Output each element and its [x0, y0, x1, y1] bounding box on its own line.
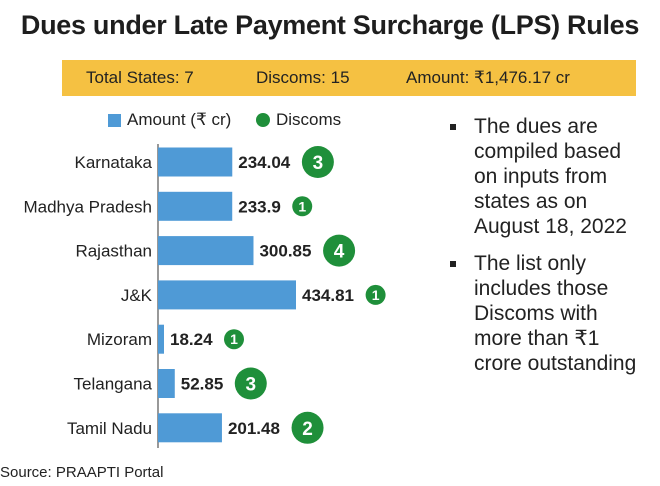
- discom-count-label: 1: [230, 331, 238, 347]
- value-label: 201.48: [228, 419, 280, 438]
- discom-count-label: 4: [334, 242, 345, 263]
- legend-amount-swatch: [108, 113, 121, 127]
- amount-bar: [158, 236, 254, 266]
- legend-amount-label: Amount (₹ cr): [127, 110, 232, 129]
- amount-bar: [158, 369, 175, 398]
- amount-bar: [158, 280, 296, 310]
- discom-circle: [301, 146, 334, 178]
- discom-count-label: 1: [372, 287, 380, 303]
- discom-circle: [224, 329, 244, 350]
- amount-bar: [158, 413, 222, 443]
- discom-circle: [323, 234, 356, 267]
- discom-circle: [234, 367, 267, 400]
- legend-discoms: Discoms: [256, 110, 341, 130]
- discom-count-label: 3: [245, 375, 256, 396]
- bullet-icon: [450, 261, 456, 267]
- category-label: Karnataka: [75, 153, 153, 172]
- amount-bar: [158, 191, 233, 221]
- category-label: Tamil Nadu: [67, 419, 152, 438]
- summary-discoms: Discoms: 15: [256, 68, 350, 87]
- category-label: J&K: [121, 286, 153, 305]
- chart-title: Dues under Late Payment Surcharge (LPS) …: [20, 10, 640, 40]
- value-label: 234.04: [238, 153, 291, 172]
- source-note: Source: PRAAPTI Portal: [0, 464, 164, 481]
- note-2-text: The list only includes those Discoms wit…: [474, 252, 637, 375]
- legend-amount: Amount (₹ cr): [108, 110, 231, 130]
- value-label: 434.81: [302, 286, 354, 305]
- legend-discoms-swatch: [256, 113, 270, 127]
- summary-amount: Amount: ₹1,476.17 cr: [406, 68, 570, 87]
- amount-bar: [158, 324, 164, 354]
- discom-count-label: 3: [313, 153, 324, 174]
- discom-count-label: 1: [298, 198, 306, 214]
- notes: The dues are compiled based on inputs fr…: [446, 114, 646, 388]
- discom-circle: [291, 411, 324, 444]
- discom-circle: [365, 284, 386, 305]
- discom-count-label: 2: [302, 419, 313, 440]
- value-label: 52.85: [181, 375, 224, 394]
- value-label: 300.85: [259, 242, 311, 261]
- amount-bar: [158, 147, 233, 177]
- discom-circle: [292, 196, 313, 217]
- legend-discoms-label: Discoms: [276, 110, 342, 129]
- category-label: Telangana: [74, 375, 153, 394]
- category-label: Mizoram: [87, 330, 152, 349]
- note-2: The list only includes those Discoms wit…: [446, 251, 646, 376]
- summary-states: Total States: 7: [86, 68, 194, 87]
- category-label: Rajasthan: [75, 242, 152, 261]
- bullet-icon: [450, 124, 456, 130]
- note-1: The dues are compiled based on inputs fr…: [446, 114, 646, 239]
- category-label: Madhya Pradesh: [23, 197, 152, 216]
- bar-chart: Karnataka 234.04 3 Madhya Pradesh 233.9 1 Raja…: [23, 144, 386, 448]
- note-1-text: The dues are compiled based on inputs fr…: [474, 115, 627, 238]
- value-label: 18.24: [170, 330, 213, 349]
- summary-band: Total States: 7 Discoms: 15 Amount: ₹1,4…: [62, 60, 636, 96]
- value-label: 233.9: [238, 197, 281, 216]
